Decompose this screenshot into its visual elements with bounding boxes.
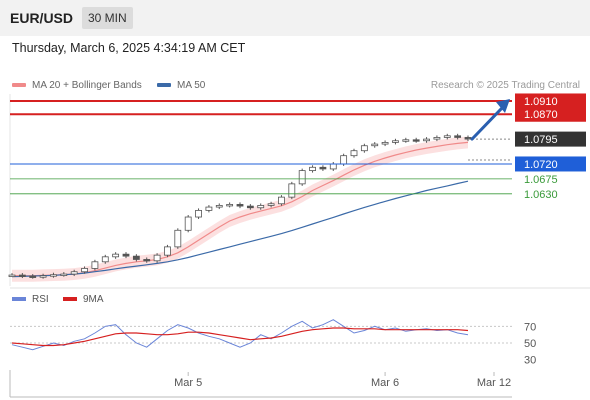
candle-body	[226, 204, 234, 207]
candle-body	[454, 135, 462, 138]
candle-body	[39, 275, 47, 278]
ma20-swatch-icon	[12, 83, 26, 88]
candle-body	[278, 196, 285, 205]
candle-body	[132, 255, 140, 260]
legend-ma50: MA 50	[157, 80, 205, 91]
rsi-line	[11, 319, 469, 351]
projection-arrow	[470, 104, 506, 141]
timeframe-badge[interactable]: 30 MIN	[82, 7, 133, 29]
candle-body	[309, 166, 316, 172]
candle-body	[8, 274, 16, 277]
candle-body	[101, 256, 109, 263]
candle-body	[122, 253, 130, 257]
candle-body	[381, 142, 389, 145]
candle-body	[257, 205, 265, 209]
x-tick-label-2: Mar 12	[477, 377, 511, 389]
ma50-legend-label: MA 50	[177, 80, 206, 91]
candle-body	[143, 259, 151, 262]
candle-body	[443, 135, 451, 138]
candle-body	[91, 261, 99, 269]
rsi-tick-70: 70	[524, 321, 536, 333]
projection-arrowhead-icon	[496, 98, 510, 113]
rsi-ma-line	[11, 327, 469, 347]
level-badge-1.0720	[515, 156, 586, 172]
candle-body	[18, 274, 26, 277]
level-label-1.0675: 1.0675	[524, 174, 558, 186]
level-label-1.0795: 1.0795	[524, 134, 558, 146]
rsi-ma-legend-label: 9MA	[83, 294, 104, 305]
candle-body	[412, 139, 420, 142]
legend-rsi-ma: 9MA	[63, 294, 104, 305]
bollinger-band	[12, 136, 468, 282]
candle-body	[246, 205, 254, 209]
chart-datetime: Thursday, March 6, 2025 4:34:19 AM CET	[12, 41, 246, 55]
candle-body	[215, 205, 223, 208]
candle-body	[153, 254, 161, 262]
ma50-line	[11, 180, 469, 278]
candle-body	[402, 139, 410, 142]
candle-body	[298, 170, 306, 185]
level-label-1.0870: 1.0870	[524, 109, 558, 121]
ma50-swatch-icon	[157, 83, 171, 88]
level-badge-1.0795	[515, 131, 586, 147]
candle-body	[340, 155, 348, 165]
candle-body	[112, 253, 120, 258]
candle-body	[236, 204, 244, 207]
rsi-legend-label: RSI	[32, 294, 49, 305]
level-label-1.0910: 1.0910	[524, 96, 558, 108]
legend-rsi: RSI	[12, 294, 49, 305]
candle-body	[392, 140, 399, 143]
level-badge-1.0870	[515, 106, 586, 122]
symbol-title: EUR/USD	[10, 10, 74, 26]
candle-body	[70, 271, 78, 275]
research-credit: Research © 2025 Trading Central	[430, 80, 580, 91]
x-tick-label-0: Mar 5	[174, 377, 202, 389]
candle-body	[50, 274, 57, 277]
candle-body	[205, 206, 213, 211]
candle-body	[371, 143, 379, 147]
candle-body	[60, 273, 68, 276]
top-bar: EUR/USD 30 MIN	[0, 0, 590, 36]
x-tick-label-1: Mar 6	[371, 377, 399, 389]
legend-ma20: MA 20 + Bollinger Bands	[12, 80, 142, 91]
candle-body	[319, 166, 327, 170]
candle-body	[195, 209, 202, 218]
level-badge-1.0910	[515, 93, 586, 109]
rsi-swatch-icon	[12, 297, 26, 302]
candle-body	[350, 150, 358, 157]
candle-body	[174, 229, 182, 248]
candle-body	[433, 137, 441, 140]
candle-body	[360, 145, 368, 152]
level-label-1.0630: 1.0630	[524, 189, 558, 201]
ma20-legend-label: MA 20 + Bollinger Bands	[32, 80, 142, 91]
ma20-line	[12, 141, 469, 277]
rsi-ma-swatch-icon	[63, 297, 77, 302]
level-label-1.0720: 1.0720	[524, 159, 558, 171]
candle-body	[423, 138, 430, 142]
candle-body	[288, 183, 296, 198]
candle-body	[329, 163, 337, 170]
candle-body	[29, 275, 37, 278]
price-candles	[8, 133, 472, 279]
candle-body	[81, 268, 88, 273]
candle-body	[267, 203, 275, 206]
rsi-tick-50: 50	[524, 338, 536, 350]
candle-body	[184, 216, 192, 231]
candle-body	[164, 246, 171, 256]
rsi-tick-30: 30	[524, 355, 536, 367]
